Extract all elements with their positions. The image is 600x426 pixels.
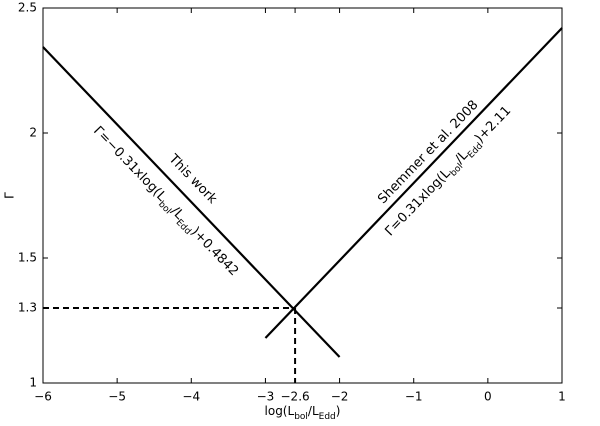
annotation-part: This work <box>165 151 220 207</box>
y-tick-label: 1.3 <box>18 301 37 315</box>
annotation: Γ=−0.31xlog(Lbol/LEdd)+0.4842 <box>88 123 241 281</box>
x-tick-label: −1 <box>405 390 423 404</box>
annotation-part: Γ=−0.31xlog(L <box>91 123 170 204</box>
x-tick-label: −2.6 <box>281 390 310 404</box>
x-tick-label: −3 <box>257 390 275 404</box>
x-axis-label: log(Lbol/LEdd) <box>265 404 341 422</box>
x-tick-label: −2 <box>331 390 349 404</box>
x-axis-label-part: Edd <box>319 412 336 422</box>
annotation: This work <box>165 151 220 207</box>
y-tick-label: 1 <box>29 376 37 390</box>
y-tick-label: 2.5 <box>18 1 37 15</box>
x-axis-label-part: log(L <box>265 404 295 418</box>
x-axis-label-part: bol <box>294 412 308 422</box>
x-tick-label: −5 <box>108 390 126 404</box>
annotation-part: )+0.4842 <box>188 224 241 279</box>
y-axis-label: Γ <box>3 192 17 199</box>
x-tick-label: −4 <box>182 390 200 404</box>
x-tick-label: 0 <box>484 390 492 404</box>
data-line <box>42 46 341 358</box>
x-axis-label-part: ) <box>336 404 341 418</box>
x-tick-label: 1 <box>558 390 566 404</box>
y-tick-label: 2 <box>29 126 37 140</box>
data-line <box>264 27 563 339</box>
x-axis-label-part: /L <box>308 404 319 418</box>
y-tick-label: 1.5 <box>18 251 37 265</box>
plot-frame <box>42 7 563 384</box>
x-tick-label: −6 <box>34 390 52 404</box>
